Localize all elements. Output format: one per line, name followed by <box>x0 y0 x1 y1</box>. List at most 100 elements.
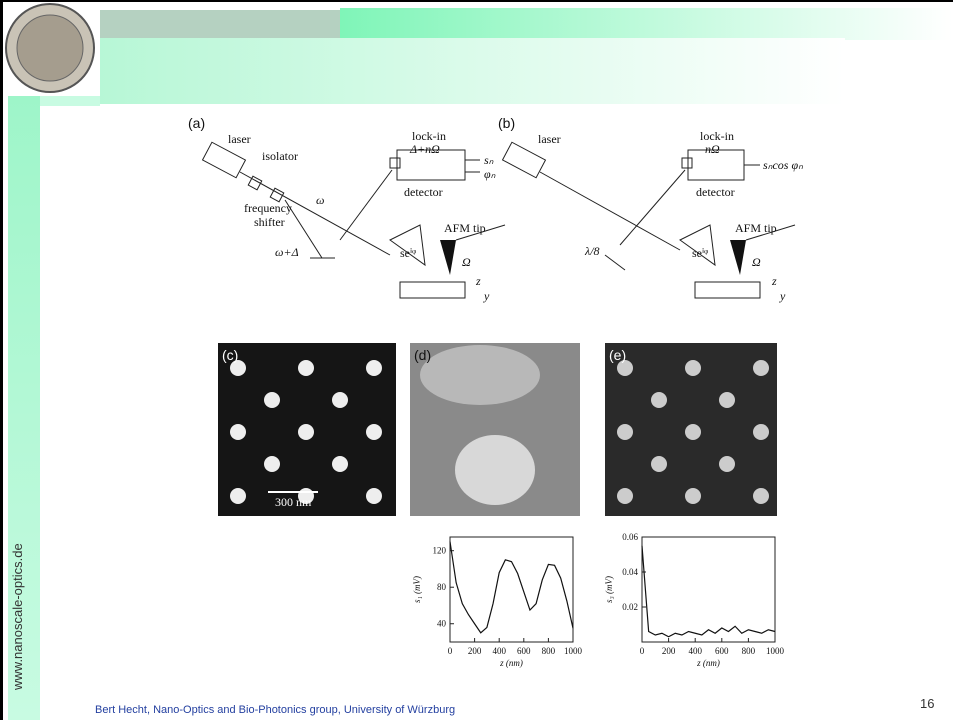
footer: Bert Hecht, Nano-Optics and Bio-Photonic… <box>95 704 455 716</box>
text: laser <box>228 132 251 146</box>
x-tick-label: 200 <box>468 646 482 656</box>
particle <box>753 488 769 504</box>
particle <box>685 488 701 504</box>
text: isolator <box>262 149 298 163</box>
text: λ/8 <box>584 244 600 258</box>
text: detector <box>696 185 735 199</box>
x-tick-label: 400 <box>492 646 506 656</box>
plot-frame <box>450 537 573 642</box>
tip <box>440 240 456 275</box>
beam <box>340 170 392 240</box>
beam <box>540 172 680 250</box>
text: sₙ <box>484 153 494 167</box>
particle <box>366 488 382 504</box>
beam <box>620 170 685 245</box>
text: lock-in <box>412 129 446 143</box>
x-tick-label: 200 <box>662 646 676 656</box>
curve <box>642 546 775 637</box>
y-tick-label: 120 <box>433 546 447 556</box>
y-label: s₃ (mV) <box>604 576 614 603</box>
border-left <box>0 0 3 720</box>
top-band <box>340 8 953 40</box>
plot-frame <box>642 537 775 642</box>
text: detector <box>404 185 443 199</box>
title-band <box>100 38 845 104</box>
particle <box>230 424 246 440</box>
particle <box>651 392 667 408</box>
particle <box>366 424 382 440</box>
page: {"slide":{"side_text":"www.nanoscale-opt… <box>0 0 953 720</box>
top-grey <box>100 10 340 38</box>
text: Ω <box>752 255 761 269</box>
detector-box <box>390 158 400 168</box>
particle <box>685 360 701 376</box>
image-label: (e) <box>609 347 626 363</box>
text: ω+Δ <box>275 245 299 259</box>
side-band-top <box>40 96 100 106</box>
text: Ω <box>462 255 471 269</box>
y-tick-label: 0.06 <box>622 532 638 542</box>
x-tick-label: 400 <box>688 646 702 656</box>
image-label: (d) <box>414 347 431 363</box>
text: Δ+nΩ <box>409 142 440 156</box>
text: seⁱᵠ <box>400 246 416 260</box>
text: φₙ <box>484 167 496 181</box>
y-tick-label: 0.04 <box>622 567 638 577</box>
image-d-feature <box>455 435 535 505</box>
x-tick-label: 600 <box>715 646 729 656</box>
particle <box>298 424 314 440</box>
particle <box>753 424 769 440</box>
y-tick-label: 0.02 <box>622 602 638 612</box>
image-d-feature <box>420 345 540 405</box>
text: AFM tip <box>735 221 777 235</box>
particle <box>366 360 382 376</box>
text: seⁱᵠ <box>692 246 708 260</box>
text: y <box>483 289 490 303</box>
tip <box>730 240 746 275</box>
x-tick-label: 0 <box>448 646 453 656</box>
x-tick-label: 1000 <box>564 646 583 656</box>
particle <box>753 360 769 376</box>
y-tick-label: 80 <box>437 582 447 592</box>
curve <box>450 542 573 633</box>
particle <box>298 360 314 376</box>
scale-text: 300 nm <box>275 495 312 509</box>
border-top <box>0 0 953 2</box>
text: z <box>771 274 777 288</box>
side-text: www.nanoscale-optics.de <box>10 543 25 691</box>
x-tick-label: 800 <box>742 646 756 656</box>
text: shifter <box>254 215 285 229</box>
sample <box>695 282 760 298</box>
text: sₙcos φₙ <box>763 158 803 172</box>
x-tick-label: 800 <box>542 646 556 656</box>
x-tick-label: 1000 <box>766 646 785 656</box>
label: (b) <box>498 115 515 131</box>
text: laser <box>538 132 561 146</box>
particle <box>617 488 633 504</box>
text: ω <box>316 193 324 207</box>
slide: www.nanoscale-optics.de Bert Hecht, Nano… <box>0 0 953 720</box>
particle <box>719 456 735 472</box>
particle <box>332 392 348 408</box>
label: (a) <box>188 115 205 131</box>
particle <box>332 456 348 472</box>
text: z <box>475 274 481 288</box>
image-label: (c) <box>222 347 238 363</box>
diagram-a: (a) laser isolator lock-in Δ+nΩ sₙ φₙ de… <box>188 115 505 303</box>
y-tick-label: 40 <box>437 619 447 629</box>
logo-inner <box>17 15 83 81</box>
particle <box>230 488 246 504</box>
laser-box <box>503 142 546 177</box>
particle <box>264 456 280 472</box>
y-label: s₁ (mV) <box>412 576 422 603</box>
text: nΩ <box>705 142 720 156</box>
page-number: 16 <box>920 696 934 711</box>
text: frequency <box>244 201 292 215</box>
text: AFM tip <box>444 221 486 235</box>
particle <box>685 424 701 440</box>
text: lock-in <box>700 129 734 143</box>
x-tick-label: 600 <box>517 646 531 656</box>
x-tick-label: 0 <box>640 646 645 656</box>
detector-box <box>682 158 692 168</box>
x-label: z (nm) <box>499 658 523 668</box>
